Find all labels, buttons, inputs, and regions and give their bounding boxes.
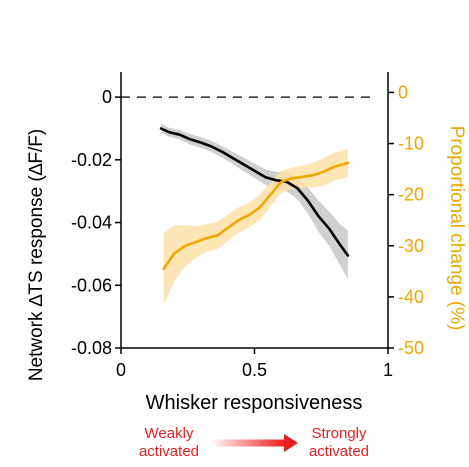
x-tick-label: 0 [116,360,126,380]
strongly-line-1: Strongly [311,425,367,442]
y-right-tick-label: 0 [398,82,408,102]
gradient-arrow [210,434,298,452]
y-right-tick-label: -30 [398,236,424,256]
y-left-tick-label: -0.02 [71,150,112,170]
gradient-arrow-head [284,434,298,452]
x-tick-label: 1 [383,360,393,380]
series-0-line [159,127,350,257]
series-1-line [162,161,350,271]
x-tick-label: 0.5 [242,360,267,380]
strongly-line-2: activated [308,443,370,460]
y-right-tick-label: -40 [398,287,424,307]
weakly-activated-label: Weakly activated [122,425,216,461]
gradient-arrow-shaft [210,439,285,447]
series-0-error-band [161,123,348,279]
y-left-tick-label: -0.06 [71,275,112,295]
y-right-tick-label: -10 [398,134,424,154]
weakly-line-1: Weakly [144,425,194,442]
strongly-activated-label: Strongly activated [292,425,386,461]
y-left-tick-label: -0.08 [71,338,112,358]
weakly-line-2: activated [138,443,200,460]
y-right-tick-label: -20 [398,185,424,205]
x-axis-label: Whisker responsiveness [146,392,363,414]
series-1-error-band [163,148,348,305]
y-left-tick-label: -0.04 [71,213,112,233]
y-left-tick-label: 0 [102,87,112,107]
y-right-tick-label: -50 [398,338,424,358]
y-axis-left-label: Network ∆TS response (∆F/F) [26,129,47,381]
y-axis-right-label: Proportional change (%) [446,126,467,331]
